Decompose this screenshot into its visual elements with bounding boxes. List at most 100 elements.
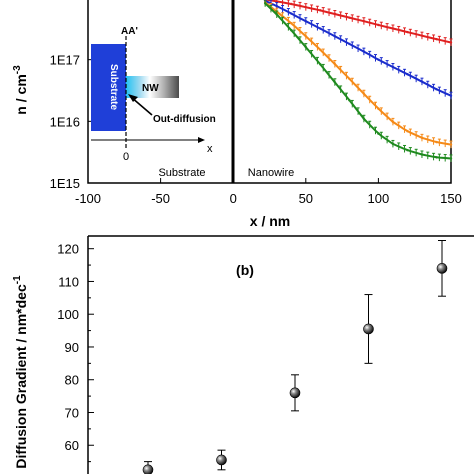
x-tick-label: -50 (151, 191, 170, 206)
series-3 (263, 0, 453, 149)
series-4-point (391, 142, 395, 146)
series-3-point (290, 22, 293, 25)
series-3-point (362, 92, 366, 95)
series-4-point (275, 13, 278, 16)
y-axis-label: n / cm-3 (12, 65, 29, 115)
series-2-point (377, 58, 380, 61)
inset-nanowire-block (126, 76, 179, 98)
series-2 (263, 0, 453, 100)
series-2-point (304, 20, 307, 23)
panel-a-series (263, 0, 453, 162)
inset-out-diffusion-label: Out-diffusion (153, 114, 216, 125)
series-1-point (333, 12, 337, 16)
series-2-point (449, 94, 453, 97)
b-y-tick-label: 110 (58, 274, 79, 289)
series-3-point (377, 107, 380, 110)
series-1-point (319, 9, 322, 12)
region-label-substrate: Substrate (158, 167, 205, 179)
inset-arrow-head (128, 94, 138, 102)
series-4-point (319, 63, 322, 66)
series-1-point (420, 34, 424, 37)
b-y-tick-label: 80 (65, 373, 79, 388)
series-1-point (435, 37, 438, 41)
series-4-point (449, 157, 453, 160)
x-tick-label: 50 (299, 191, 313, 206)
series-4-point (420, 153, 424, 156)
series-4-point (333, 81, 337, 84)
b-y-tick-label: 120 (57, 242, 79, 257)
series-2-point (362, 50, 366, 53)
x-tick-label: 100 (368, 191, 390, 206)
panel-a-x-ticks: -100 -50 0 50 100 150 (75, 178, 462, 206)
series-2-point (275, 4, 278, 8)
series-1-point (275, 0, 278, 3)
y-tick-label: 1E15 (50, 176, 80, 191)
series-2-point (290, 12, 293, 15)
series-3-point (435, 140, 438, 144)
series-3-point (348, 77, 351, 80)
series-1-point (406, 30, 409, 34)
inset-zero-label: 0 (123, 151, 129, 163)
series-1-point (348, 16, 351, 19)
series-2-point (391, 65, 395, 69)
panel-a-y-ticks: 1E15 1E16 1E17 (50, 53, 93, 191)
series-3-point (449, 143, 453, 146)
inset-schematic: Substrate NW AA' Out-diffusion 0 x (91, 26, 216, 163)
inset-nw-label: NW (142, 83, 159, 94)
inset-substrate-block (91, 44, 126, 131)
series-4-point (290, 29, 293, 32)
series-4-point (348, 99, 351, 102)
x-tick-label: 0 (230, 191, 237, 206)
inset-aa-label: AA' (121, 26, 138, 37)
b-y-tick-label: 70 (65, 405, 79, 420)
series-1-point (449, 41, 453, 44)
b-y-tick-label: 50 (65, 471, 79, 474)
b-data-point (216, 454, 227, 466)
series-3-point (391, 120, 395, 124)
b-data-point (142, 464, 154, 474)
series-4-point (435, 156, 438, 159)
b-data-point (363, 323, 374, 335)
series-4-point (304, 45, 307, 49)
series-4-point (377, 132, 380, 135)
series-3-point (333, 62, 337, 66)
series-1-point (391, 27, 395, 30)
series-1-point (377, 23, 380, 27)
series-1-point (362, 20, 366, 23)
series-4-point (362, 117, 366, 120)
series-2-point (319, 27, 322, 30)
panel-a: -100 -50 0 50 100 150 1E15 1E16 1E17 x / nm n /… (12, 0, 462, 229)
series-2-point (435, 88, 438, 91)
x-tick-label: 150 (440, 191, 462, 206)
panel-b-y-axis-label: Diffusion Gradient / nm*dec-1 (12, 275, 29, 469)
inset-x-arrow-head (198, 137, 205, 143)
y-tick-label: 1E17 (50, 53, 80, 68)
series-2-point (420, 80, 424, 83)
panel-a-frame (87, 0, 452, 184)
series-2-point (406, 73, 409, 76)
series-4-point (406, 149, 409, 152)
panel-b-label: (b) (236, 262, 254, 278)
series-3-line (264, 1, 452, 146)
series-4-point (263, 2, 267, 5)
b-y-tick-label: 100 (57, 307, 79, 322)
series-3-point (319, 48, 322, 51)
panel-b: 50 60 70 80 90 100 110 120 (b) Diffusion Gradie… (12, 235, 474, 474)
series-1-point (304, 5, 307, 9)
panel-b-y-ticks: 50 60 70 80 90 100 110 120 (57, 242, 94, 474)
series-2-point (348, 42, 351, 46)
series-1-point (290, 2, 293, 6)
series-3-point (304, 35, 307, 38)
b-y-tick-label: 60 (65, 438, 79, 453)
series-3-point (420, 136, 424, 140)
b-data-point (289, 387, 301, 399)
series-3-point (406, 130, 409, 133)
x-axis-label: x / nm (250, 213, 290, 229)
inset-x-label: x (207, 143, 213, 155)
region-label-nanowire: Nanowire (248, 167, 294, 179)
series-4 (263, 0, 453, 162)
inset-substrate-label: Substrate (108, 64, 119, 111)
x-tick-label: -100 (75, 191, 101, 206)
y-tick-label: 1E16 (50, 114, 80, 129)
